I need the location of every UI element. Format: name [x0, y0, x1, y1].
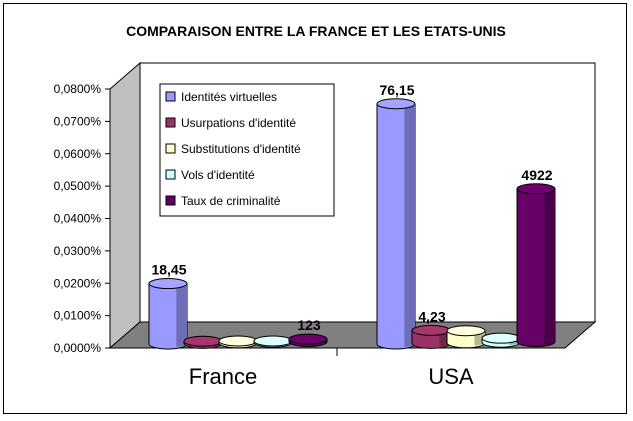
bar-top — [446, 325, 486, 337]
category-label-france: France — [189, 364, 257, 389]
legend-swatch — [165, 143, 176, 154]
bar-usa-0 — [376, 98, 416, 350]
category-label-usa: USA — [428, 364, 474, 389]
legend-swatch — [165, 195, 176, 206]
bar-usa-1 — [411, 324, 451, 349]
bar-top — [183, 335, 223, 347]
plot-left-wall — [110, 63, 140, 348]
bar-top — [218, 335, 258, 347]
legend: Identités virtuelles Usurpations d'identi… — [159, 83, 335, 217]
category-labels: France USA — [189, 364, 474, 389]
y-tick-label: 0,0300% — [54, 244, 102, 258]
bar-top — [411, 324, 451, 336]
bar-usa-4 — [516, 183, 556, 348]
data-label: 18,45 — [151, 262, 186, 278]
bar-top — [481, 332, 521, 344]
bar-top — [253, 335, 293, 347]
bar-top — [288, 333, 328, 345]
data-label: 4922 — [521, 167, 552, 183]
y-tick-label: 0,0500% — [54, 179, 102, 193]
legend-label: Vols d'identité — [181, 168, 255, 182]
bar-france-3 — [253, 335, 293, 348]
y-tick-label: 0,0700% — [54, 114, 102, 128]
y-tick-label: 0,0100% — [54, 309, 102, 323]
chart-title: COMPARAISON ENTRE LA FRANCE ET LES ETATS… — [126, 23, 506, 39]
bar-shade — [176, 283, 187, 347]
data-label: 76,15 — [379, 82, 414, 98]
bar-usa-3 — [481, 332, 521, 348]
legend-label: Substitutions d'identité — [181, 142, 301, 156]
data-labels: 18,45 76,15 4,23 123 4922 — [151, 82, 552, 333]
bar-top — [376, 98, 416, 110]
legend-label: Identités virtuelles — [181, 90, 277, 104]
legend-box — [159, 83, 335, 217]
y-tick-label: 0,0200% — [54, 276, 102, 290]
y-tick-label: 0,0800% — [54, 82, 102, 96]
legend-label: Usurpations d'identité — [181, 116, 296, 130]
bar-top — [516, 183, 556, 195]
legend-swatch — [165, 91, 176, 102]
data-label: 123 — [297, 317, 321, 333]
y-tick-label: 0,0000% — [54, 341, 102, 355]
bars — [148, 98, 556, 350]
bar-france-4 — [288, 333, 328, 348]
bar-france-1 — [183, 335, 223, 349]
legend-swatch — [165, 117, 176, 128]
bar-top — [148, 278, 188, 290]
y-tick-label: 0,0600% — [54, 147, 102, 161]
data-label: 4,23 — [418, 308, 445, 324]
legend-swatch — [165, 169, 176, 180]
bar-usa-2 — [446, 325, 486, 349]
bar-shade — [404, 103, 415, 347]
bar-france-0 — [148, 278, 188, 350]
legend-label: Taux de criminalité — [181, 194, 281, 208]
bar-shade — [544, 188, 555, 345]
y-axis-ticks: 0,0000% 0,0100% 0,0200% 0,0300% 0,0400% 0,050… — [54, 82, 110, 355]
y-tick-label: 0,0400% — [54, 212, 102, 226]
bar-france-2 — [218, 335, 258, 349]
